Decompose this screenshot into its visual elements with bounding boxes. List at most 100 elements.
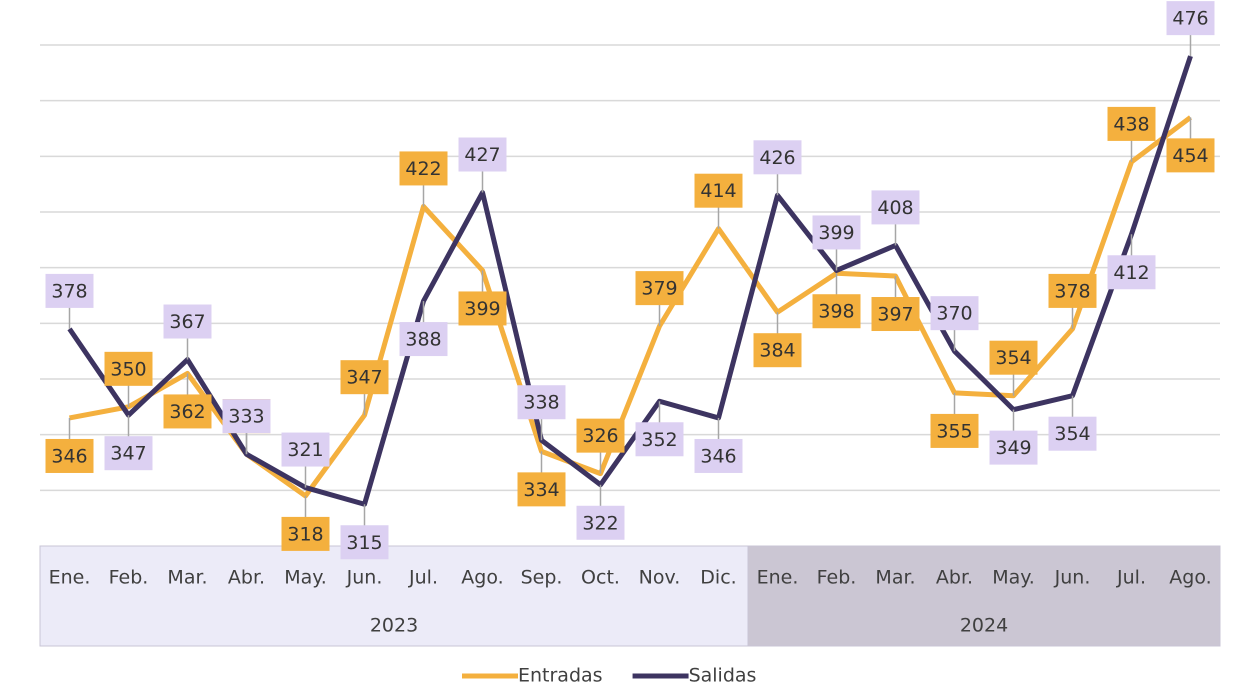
data-label-text: 476 xyxy=(1172,8,1208,30)
data-label-text: 397 xyxy=(877,304,913,326)
data-label-box xyxy=(281,432,330,467)
data-label-box xyxy=(930,413,979,448)
data-label-text: 408 xyxy=(877,197,913,219)
data-label-box xyxy=(340,360,389,395)
data-label-text: 398 xyxy=(818,301,854,323)
x-tick-label: Mar. xyxy=(875,567,915,589)
x-tick-label: May. xyxy=(284,567,327,589)
data-label-text: 388 xyxy=(405,329,441,351)
data-label-text: 378 xyxy=(1054,280,1090,302)
x-tick-label: Sep. xyxy=(521,567,563,589)
data-label: 388 xyxy=(399,322,448,357)
data-label-text: 422 xyxy=(405,158,441,180)
data-label-text: 454 xyxy=(1172,145,1208,167)
data-label-box xyxy=(635,271,684,306)
x-tick-label: Jul. xyxy=(408,567,438,589)
data-label: 322 xyxy=(576,505,625,540)
data-label: 355 xyxy=(930,413,979,448)
data-label-box xyxy=(104,436,153,471)
data-label-text: 399 xyxy=(818,222,854,244)
data-label: 412 xyxy=(1107,255,1156,290)
data-label-text: 347 xyxy=(110,443,146,465)
data-label: 333 xyxy=(222,399,271,434)
data-label: 370 xyxy=(930,296,979,331)
data-label-text: 326 xyxy=(582,425,618,447)
data-label-text: 427 xyxy=(464,144,500,166)
data-label-box xyxy=(1048,416,1097,451)
data-label: 398 xyxy=(812,294,861,329)
data-label: 347 xyxy=(104,436,153,471)
data-label-box xyxy=(517,385,566,420)
x-tick-label: Oct. xyxy=(581,567,620,589)
data-label-box xyxy=(458,137,507,172)
data-label: 315 xyxy=(340,525,389,560)
x-tick-label: Feb. xyxy=(817,567,857,589)
data-label: 338 xyxy=(517,385,566,420)
data-label-box xyxy=(45,438,94,473)
data-label-text: 334 xyxy=(523,479,559,501)
data-label-box xyxy=(104,351,153,386)
data-label-text: 426 xyxy=(759,147,795,169)
data-label: 378 xyxy=(45,273,94,308)
data-label-text: 347 xyxy=(346,367,382,389)
legend-label: Entradas xyxy=(518,665,603,684)
data-label-box xyxy=(163,394,212,429)
data-label: 414 xyxy=(694,173,743,208)
data-label-text: 354 xyxy=(1054,423,1090,445)
data-label-text: 438 xyxy=(1113,113,1149,135)
data-label: 318 xyxy=(281,516,330,551)
year-label: 2024 xyxy=(960,615,1008,637)
data-label-box xyxy=(399,151,448,186)
data-label-box xyxy=(812,215,861,250)
data-label-box xyxy=(399,322,448,357)
data-label-box xyxy=(989,430,1038,465)
x-tick-label: Feb. xyxy=(109,567,149,589)
data-label-text: 315 xyxy=(346,532,382,554)
data-label-box xyxy=(753,140,802,175)
data-label: 476 xyxy=(1166,1,1215,36)
data-label-box xyxy=(1166,138,1215,173)
data-label: 347 xyxy=(340,360,389,395)
data-label-box xyxy=(871,190,920,225)
data-label: 367 xyxy=(163,304,212,339)
data-label-box xyxy=(222,399,271,434)
x-tick-label: Jun. xyxy=(346,567,383,589)
data-label: 408 xyxy=(871,190,920,225)
data-label-text: 350 xyxy=(110,358,146,380)
data-label-text: 321 xyxy=(287,439,323,461)
data-label-text: 367 xyxy=(169,311,205,333)
data-label-text: 322 xyxy=(582,512,618,534)
data-label-text: 349 xyxy=(995,437,1031,459)
data-label: 427 xyxy=(458,137,507,172)
data-label-box xyxy=(163,304,212,339)
data-label-box xyxy=(576,505,625,540)
data-label-text: 333 xyxy=(228,406,264,428)
data-label: 352 xyxy=(635,422,684,457)
x-tick-label: Ene. xyxy=(49,567,91,589)
data-label: 397 xyxy=(871,297,920,332)
data-label: 362 xyxy=(163,394,212,429)
data-label-text: 352 xyxy=(641,429,677,451)
data-label-text: 362 xyxy=(169,401,205,423)
data-label-box xyxy=(45,273,94,308)
data-label: 321 xyxy=(281,432,330,467)
data-label-box xyxy=(281,516,330,551)
data-label: 349 xyxy=(989,430,1038,465)
data-label: 379 xyxy=(635,271,684,306)
data-label-text: 354 xyxy=(995,347,1031,369)
data-label-box xyxy=(458,291,507,326)
data-label: 454 xyxy=(1166,138,1215,173)
data-label-text: 346 xyxy=(700,445,736,467)
data-label-text: 355 xyxy=(936,420,972,442)
data-label-box xyxy=(635,422,684,457)
data-label: 354 xyxy=(1048,416,1097,451)
x-tick-label: Ago. xyxy=(1169,567,1211,589)
data-label-text: 414 xyxy=(700,180,736,202)
year-group-box xyxy=(747,545,1221,647)
data-label-text: 318 xyxy=(287,523,323,545)
data-label-box xyxy=(1107,255,1156,290)
x-tick-label: Abr. xyxy=(936,567,973,589)
data-label: 422 xyxy=(399,151,448,186)
x-tick-label: Abr. xyxy=(228,567,265,589)
data-label: 334 xyxy=(517,472,566,507)
